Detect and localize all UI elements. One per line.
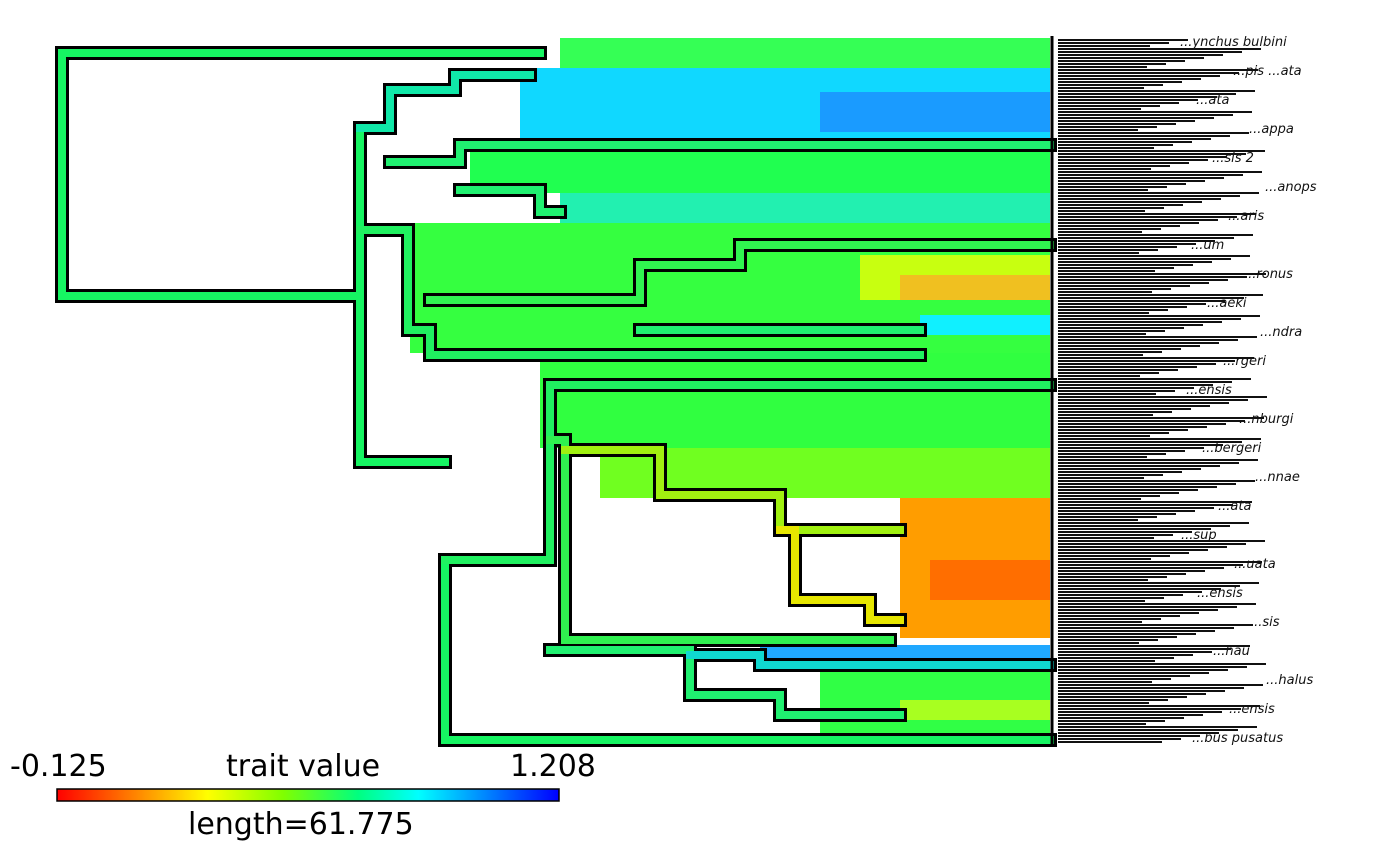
tip-label: ...sup: [1181, 528, 1217, 543]
tip-label: ...sis 2: [1212, 151, 1254, 166]
tip-label: ...nburgi: [1239, 412, 1294, 427]
tip-label: ...ata: [1218, 499, 1251, 514]
tip-label: ...aris: [1228, 209, 1264, 224]
legend-max-label: 1.208: [510, 749, 596, 784]
branches: [55, 46, 1057, 747]
tip-label: ...bus pusatus: [1192, 731, 1283, 746]
tip-label: ...pis ...ata: [1233, 64, 1302, 79]
legend-min-label: -0.125: [10, 749, 107, 784]
legend-color-bar: [56, 788, 560, 802]
tip-label: ...ronus: [1244, 267, 1293, 282]
color-legend: -0.125 trait value 1.208 length=61.775: [10, 749, 596, 842]
tip-label: ...ndra: [1260, 325, 1302, 340]
legend-title: trait value: [226, 749, 380, 784]
tip-label: ...ata: [1196, 93, 1229, 108]
tip-label: ...aeki: [1207, 296, 1247, 311]
tip-label-hatching: [1058, 39, 1267, 743]
tip-label: ...bergeri: [1202, 441, 1262, 456]
tip-label: ...uata: [1234, 557, 1276, 572]
tip-label: ...ensis: [1197, 586, 1243, 601]
tip-label: ...rgeri: [1223, 354, 1266, 369]
tip-label: ...halus: [1266, 673, 1313, 688]
legend-length-label: length=61.775: [188, 807, 414, 842]
tip-labels: ...ynchus bulbini ...pis ...ata ...ata ...a…: [1180, 35, 1317, 746]
tip-label: ...ensis: [1186, 383, 1232, 398]
tip-label: ...um: [1191, 238, 1224, 253]
tip-label: ...ensis: [1229, 702, 1275, 717]
tip-label: ...hau: [1213, 644, 1250, 659]
tip-label: ...nnae: [1255, 470, 1300, 485]
tip-label: ...sis: [1250, 615, 1280, 630]
tip-label: ...appa: [1249, 122, 1294, 137]
tip-label: ...anops: [1265, 180, 1317, 195]
tip-label: ...ynchus bulbini: [1180, 35, 1287, 50]
